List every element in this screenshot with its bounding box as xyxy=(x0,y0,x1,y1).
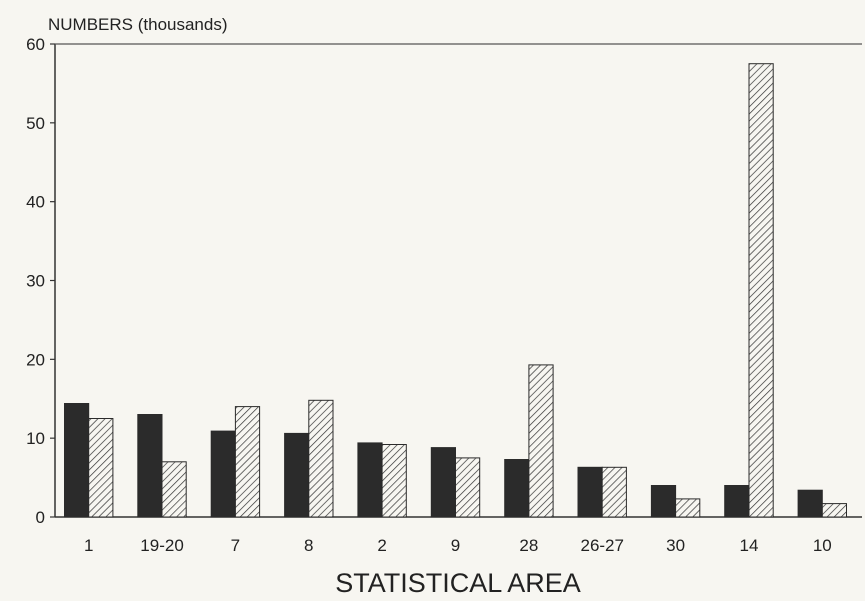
x-tick-label: 19-20 xyxy=(140,536,183,555)
x-tick-label: 30 xyxy=(666,536,685,555)
x-tick-label: 9 xyxy=(451,536,460,555)
x-axis-title: STATISTICAL AREA xyxy=(335,568,581,598)
bar-solid-8 xyxy=(284,432,310,518)
x-tick-label: 2 xyxy=(377,536,386,555)
bar-hatched-1 xyxy=(88,418,114,518)
x-tick-label: 8 xyxy=(304,536,313,555)
y-tick-label: 30 xyxy=(26,272,45,291)
x-tick-label: 28 xyxy=(519,536,538,555)
y-tick-label: 60 xyxy=(26,35,45,54)
bar-hatched-9 xyxy=(455,457,481,518)
bar-solid-7 xyxy=(210,430,236,518)
y-tick-label: 10 xyxy=(26,429,45,448)
x-tick-label: 26-27 xyxy=(580,536,623,555)
bar-hatched-10 xyxy=(821,503,847,518)
y-tick-label: 50 xyxy=(26,114,45,133)
bar-solid-2 xyxy=(357,442,383,518)
bar-solid-30 xyxy=(650,485,677,518)
bar-solid-19-20 xyxy=(137,414,163,518)
bar-solid-28 xyxy=(504,459,530,518)
y-tick-label: 40 xyxy=(26,193,45,212)
bar-solid-26-27 xyxy=(577,466,603,518)
bar-hatched-8 xyxy=(308,399,334,518)
bar-hatched-14 xyxy=(748,63,774,518)
y-axis-title: NUMBERS (thousands) xyxy=(48,15,228,34)
bar-hatched-30 xyxy=(675,498,701,518)
x-axis-ticks: 1 19-20 7 8 2 9 28 26-27 30 14 10 xyxy=(84,536,832,555)
bar-hatched-28 xyxy=(528,364,554,518)
bar-hatched-19-20 xyxy=(161,461,187,518)
y-tick-label: 20 xyxy=(26,350,45,369)
x-tick-label: 14 xyxy=(739,536,758,555)
x-tick-label: 7 xyxy=(231,536,240,555)
x-tick-label: 10 xyxy=(813,536,832,555)
y-tick-label: 0 xyxy=(36,508,45,527)
x-tick-label: 1 xyxy=(84,536,93,555)
bar-hatched-2 xyxy=(381,444,407,518)
bar-solid-14 xyxy=(724,485,750,518)
bars xyxy=(64,63,847,518)
axes xyxy=(54,43,862,518)
y-axis-ticks: 0 10 20 30 40 50 60 xyxy=(26,35,55,527)
bar-hatched-26-27 xyxy=(601,466,627,518)
bar-solid-9 xyxy=(430,447,456,518)
bar-solid-10 xyxy=(797,489,823,518)
bar-hatched-7 xyxy=(234,406,261,518)
bar-solid-1 xyxy=(64,403,90,518)
